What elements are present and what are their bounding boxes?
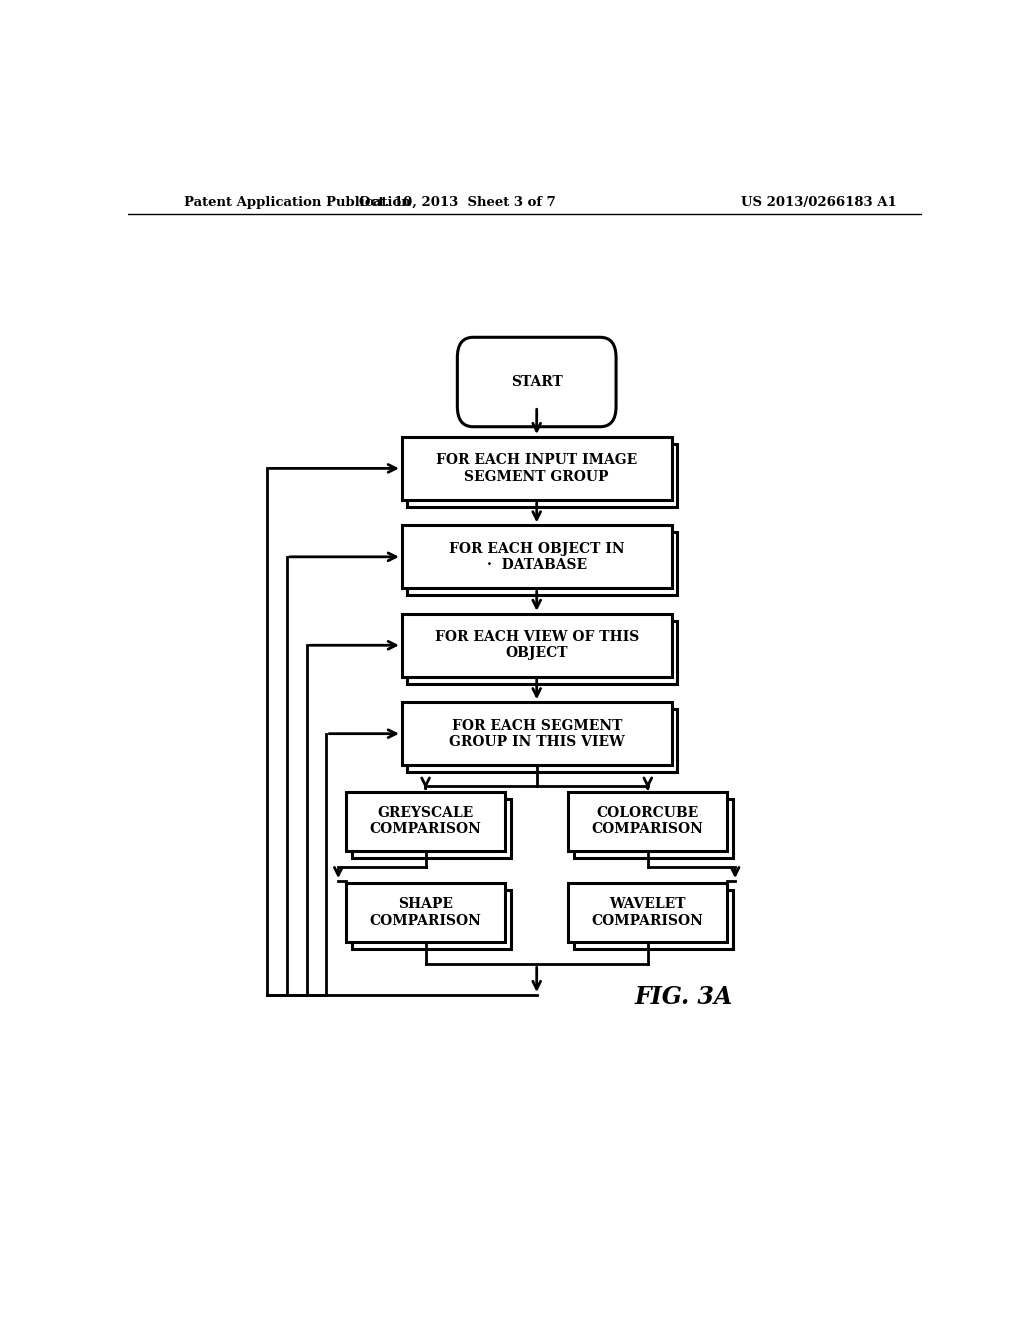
FancyBboxPatch shape <box>574 890 733 949</box>
FancyBboxPatch shape <box>346 792 505 850</box>
FancyBboxPatch shape <box>401 702 672 766</box>
Text: START: START <box>511 375 562 389</box>
Text: FOR EACH SEGMENT
GROUP IN THIS VIEW: FOR EACH SEGMENT GROUP IN THIS VIEW <box>449 718 625 748</box>
Text: COLORCUBE
COMPARISON: COLORCUBE COMPARISON <box>592 807 703 836</box>
FancyBboxPatch shape <box>401 525 672 589</box>
Text: Patent Application Publication: Patent Application Publication <box>183 195 411 209</box>
FancyBboxPatch shape <box>458 338 616 426</box>
FancyBboxPatch shape <box>346 883 505 942</box>
FancyBboxPatch shape <box>352 799 511 858</box>
Text: Oct. 10, 2013  Sheet 3 of 7: Oct. 10, 2013 Sheet 3 of 7 <box>359 195 556 209</box>
FancyBboxPatch shape <box>574 799 733 858</box>
FancyBboxPatch shape <box>401 437 672 500</box>
FancyBboxPatch shape <box>408 444 677 507</box>
Text: FOR EACH VIEW OF THIS
OBJECT: FOR EACH VIEW OF THIS OBJECT <box>434 630 639 660</box>
FancyBboxPatch shape <box>352 890 511 949</box>
Text: GREYSCALE
COMPARISON: GREYSCALE COMPARISON <box>370 807 481 836</box>
Text: FOR EACH OBJECT IN
·  DATABASE: FOR EACH OBJECT IN · DATABASE <box>449 541 625 572</box>
FancyBboxPatch shape <box>568 883 727 942</box>
FancyBboxPatch shape <box>408 532 677 595</box>
Text: FIG. 3A: FIG. 3A <box>634 985 733 1008</box>
Text: FOR EACH INPUT IMAGE
SEGMENT GROUP: FOR EACH INPUT IMAGE SEGMENT GROUP <box>436 453 637 483</box>
FancyBboxPatch shape <box>408 620 677 684</box>
Text: US 2013/0266183 A1: US 2013/0266183 A1 <box>740 195 896 209</box>
FancyBboxPatch shape <box>401 614 672 677</box>
FancyBboxPatch shape <box>408 709 677 772</box>
Text: WAVELET
COMPARISON: WAVELET COMPARISON <box>592 898 703 928</box>
Text: SHAPE
COMPARISON: SHAPE COMPARISON <box>370 898 481 928</box>
FancyBboxPatch shape <box>568 792 727 850</box>
